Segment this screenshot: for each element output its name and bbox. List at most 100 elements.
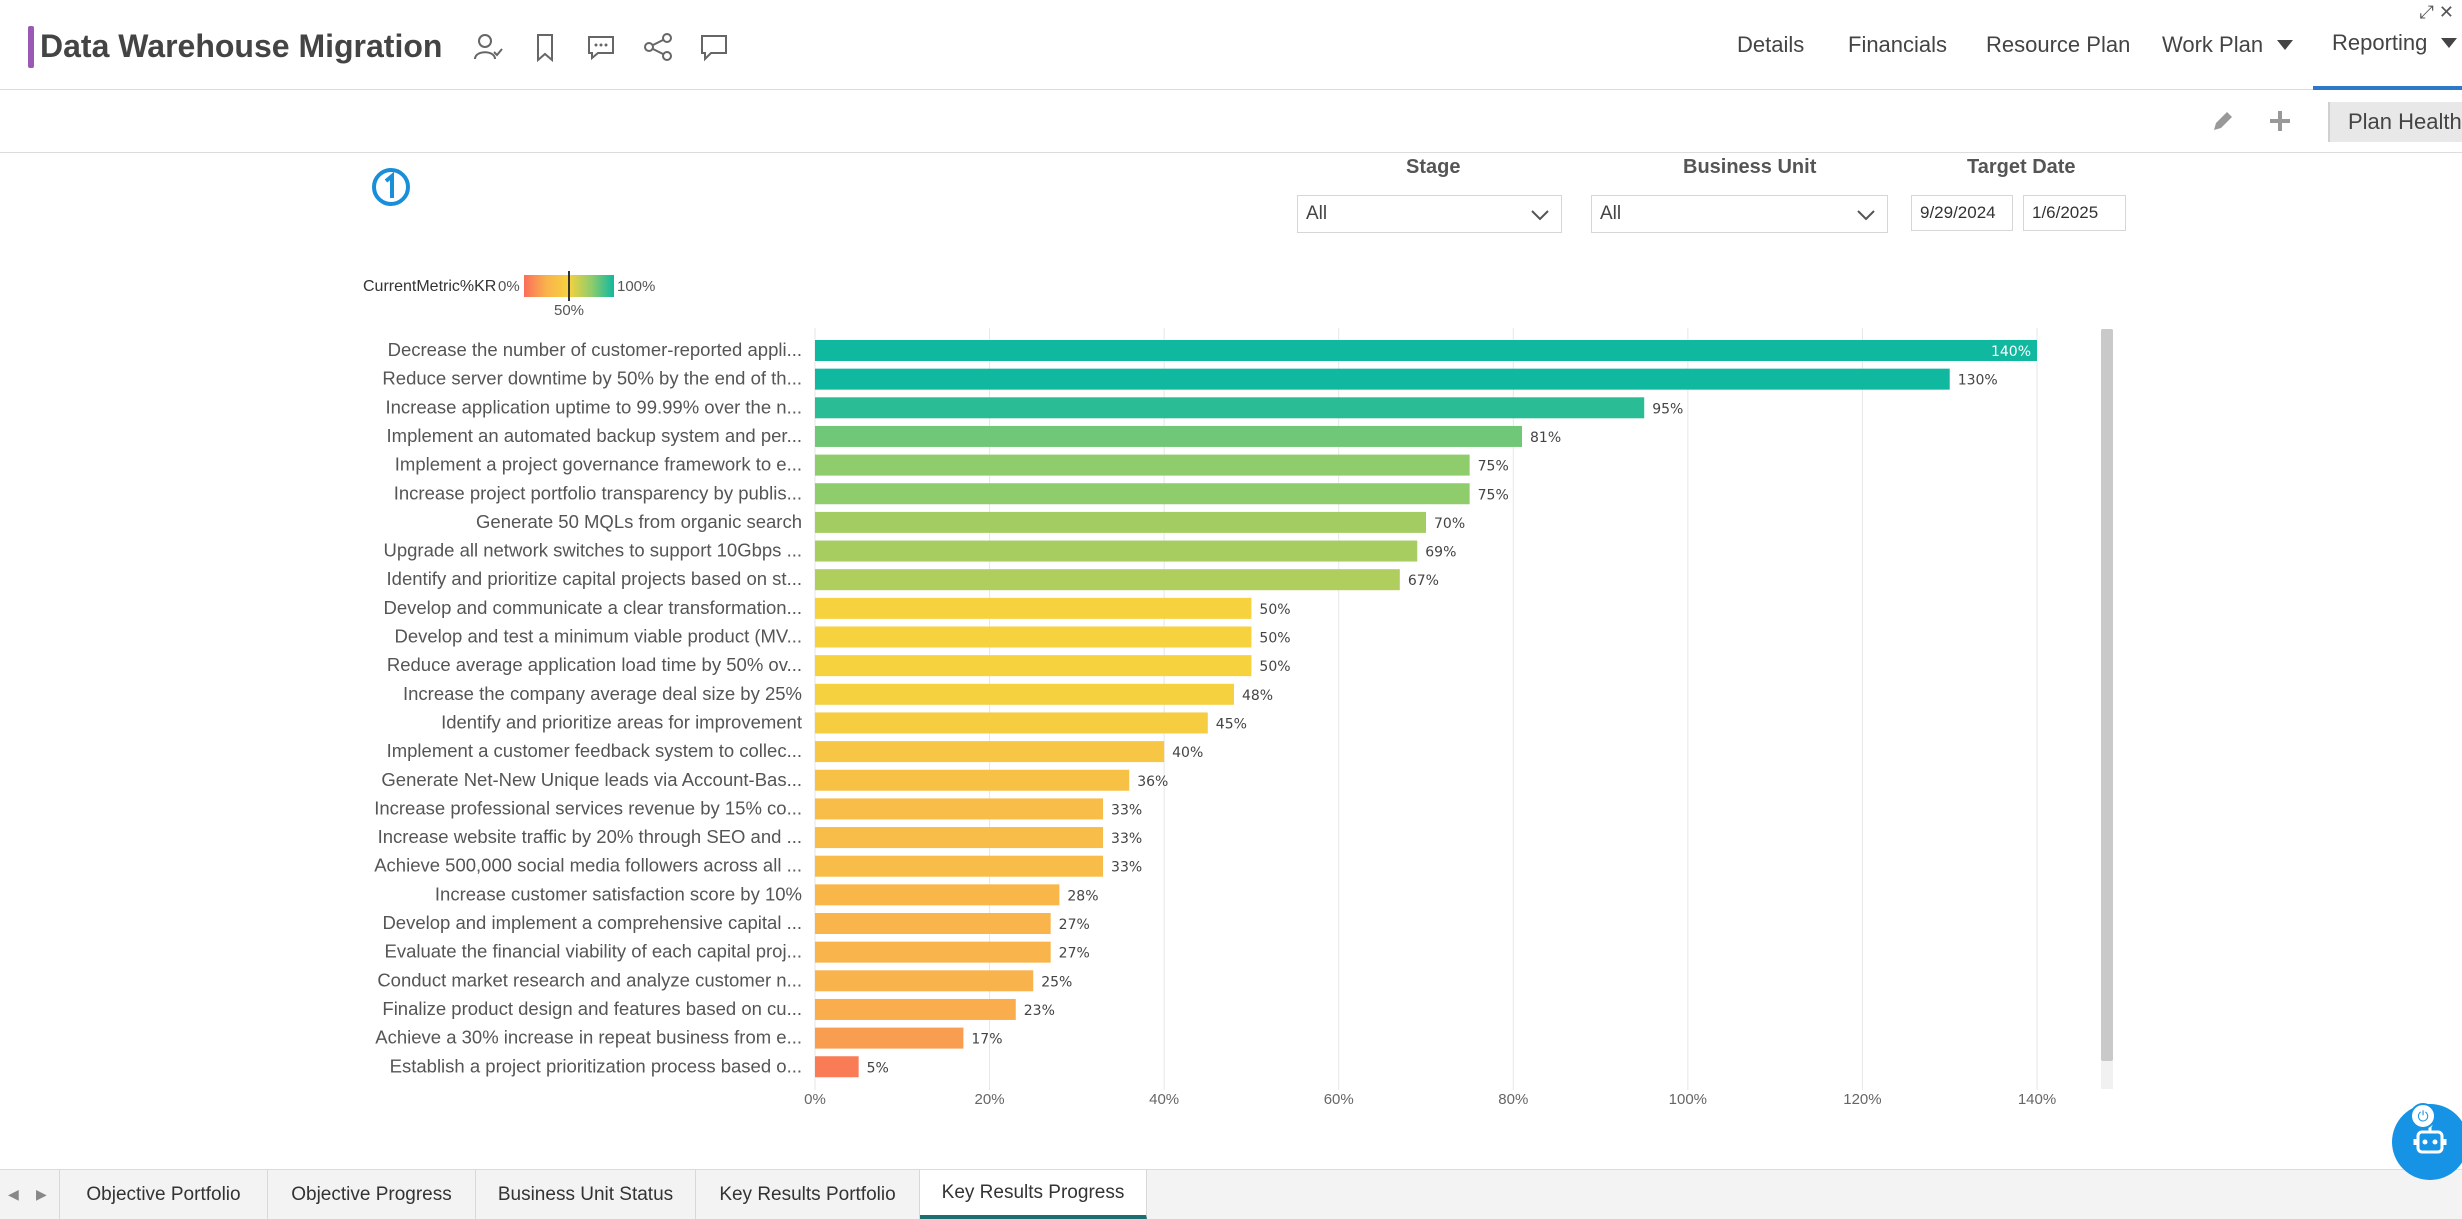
- bar: [815, 683, 1234, 705]
- bar: [815, 540, 1418, 562]
- stage-value: All: [1306, 203, 1328, 224]
- bar: [815, 798, 1104, 820]
- category-label: Evaluate the financial viability of each…: [384, 941, 802, 962]
- expand-icon[interactable]: ⤢: [2419, 2, 2434, 22]
- data-label: 48%: [1242, 688, 1273, 704]
- share-icon[interactable]: [641, 30, 675, 64]
- data-label: 69%: [1425, 545, 1456, 561]
- power-icon[interactable]: ⏻: [2410, 1103, 2436, 1129]
- category-label: Achieve a 30% increase in repeat busines…: [375, 1027, 802, 1048]
- robot-icon: [2413, 1122, 2447, 1154]
- legend-min-label: 0%: [498, 278, 520, 295]
- nav-work-plan[interactable]: Work Plan: [2162, 0, 2294, 90]
- bar: [815, 483, 1470, 505]
- bar: [815, 340, 2037, 361]
- nav-financials[interactable]: Financials: [1848, 0, 1947, 90]
- tab-business-unit-status[interactable]: Business Unit Status: [476, 1170, 696, 1219]
- key-results-bar-chart: 0% 20% 40% 60% 80% 100% 120% 140% Decrease the n…: [374, 328, 2056, 1108]
- category-label: Identify and prioritize capital projects…: [387, 568, 802, 589]
- report-tab-bar: ◀ ▶ Objective Portfolio Objective Progre…: [0, 1169, 2462, 1219]
- bar: [815, 855, 1104, 877]
- category-label: Generate Net-New Unique leads via Accoun…: [381, 769, 802, 790]
- data-label: 50%: [1259, 602, 1290, 618]
- plus-icon[interactable]: [2265, 106, 2295, 136]
- category-label: Finalize product design and features bas…: [382, 998, 802, 1019]
- stage-dropdown[interactable]: All: [1297, 195, 1562, 233]
- bar: [815, 454, 1470, 476]
- x-tick-label: 60%: [1324, 1091, 1354, 1108]
- bar: [815, 425, 1523, 447]
- x-tick-label: 120%: [1843, 1091, 1881, 1108]
- target-date-filter-label: Target Date: [1967, 156, 2076, 178]
- tab-key-results-portfolio[interactable]: Key Results Portfolio: [696, 1170, 920, 1219]
- tab-objective-portfolio[interactable]: Objective Portfolio: [59, 1170, 268, 1219]
- bar: [815, 884, 1060, 906]
- data-label: 75%: [1478, 459, 1509, 475]
- data-label: 140%: [1991, 344, 2031, 360]
- plan-health-button[interactable]: Plan Health: [2328, 102, 2462, 142]
- data-label: 27%: [1059, 946, 1090, 962]
- category-label: Achieve 500,000 social media followers a…: [374, 855, 802, 876]
- bar: [815, 970, 1034, 992]
- legend-mid-marker: [568, 271, 570, 301]
- nav-reporting[interactable]: Reporting: [2313, 0, 2462, 90]
- nav-label: Details: [1737, 32, 1805, 57]
- app-logo: [370, 166, 412, 213]
- close-icon[interactable]: ✕: [2438, 2, 2454, 22]
- category-label: Conduct market research and analyze cust…: [377, 969, 802, 990]
- x-tick-label: 100%: [1669, 1091, 1707, 1108]
- data-label: 70%: [1434, 516, 1465, 532]
- category-label: Generate 50 MQLs from organic search: [476, 511, 802, 532]
- caret-down-icon: [2277, 40, 2294, 50]
- nav-details[interactable]: Details: [1737, 0, 1804, 90]
- nav-label: Work Plan: [2162, 32, 2264, 57]
- data-label: 27%: [1059, 917, 1090, 933]
- bar: [815, 511, 1426, 533]
- business-unit-value: All: [1600, 203, 1622, 224]
- x-tick-label: 40%: [1149, 1091, 1179, 1108]
- bar: [815, 597, 1252, 619]
- data-label: 33%: [1111, 860, 1142, 876]
- chart-scrollbar[interactable]: [2101, 329, 2113, 1061]
- tab-prev-icon[interactable]: ◀: [8, 1186, 19, 1202]
- category-label: Develop and test a minimum viable produc…: [394, 626, 802, 647]
- user-check-icon[interactable]: [470, 30, 504, 64]
- target-date-from-input[interactable]: 9/29/2024: [1911, 195, 2013, 231]
- chevron-down-icon: [1855, 204, 1877, 232]
- tab-next-icon[interactable]: ▶: [36, 1186, 47, 1202]
- category-label: Increase application uptime to 99.99% ov…: [385, 396, 802, 417]
- x-tick-label: 140%: [2018, 1091, 2056, 1108]
- tab-objective-progress[interactable]: Objective Progress: [268, 1170, 476, 1219]
- data-label: 95%: [1652, 401, 1683, 417]
- top-bar: Data Warehouse Migration Details Financi…: [0, 0, 2462, 90]
- category-label: Reduce server downtime by 50% by the end…: [382, 368, 802, 389]
- bar: [815, 998, 1016, 1020]
- category-label: Implement a project governance framework…: [395, 454, 802, 475]
- data-label: 40%: [1172, 745, 1203, 761]
- data-label: 67%: [1408, 573, 1439, 589]
- comment-icon[interactable]: [584, 30, 618, 64]
- bar: [815, 1056, 859, 1078]
- category-label: Identify and prioritize areas for improv…: [441, 711, 802, 732]
- data-label: 17%: [971, 1032, 1002, 1048]
- bar: [815, 655, 1252, 677]
- category-label: Decrease the number of customer-reported…: [388, 339, 802, 360]
- category-label: Increase website traffic by 20% through …: [378, 826, 802, 847]
- pencil-icon[interactable]: [2208, 106, 2238, 136]
- bookmark-icon[interactable]: [528, 30, 562, 64]
- title-accent: [28, 26, 34, 68]
- data-label: 5%: [867, 1060, 889, 1076]
- chat-icon[interactable]: [697, 30, 731, 64]
- business-unit-dropdown[interactable]: All: [1591, 195, 1888, 233]
- target-date-to-input[interactable]: 1/6/2025: [2023, 195, 2126, 231]
- x-tick-label: 20%: [975, 1091, 1005, 1108]
- tab-key-results-progress[interactable]: Key Results Progress: [920, 1170, 1147, 1219]
- caret-down-icon: [2441, 38, 2458, 48]
- legend-mid-label: 50%: [554, 302, 585, 319]
- data-label: 50%: [1259, 631, 1290, 647]
- bar: [815, 397, 1645, 419]
- data-label: 23%: [1024, 1003, 1055, 1019]
- data-label: 75%: [1478, 487, 1509, 503]
- bar: [815, 913, 1051, 934]
- nav-resource-plan[interactable]: Resource Plan: [1986, 0, 2130, 90]
